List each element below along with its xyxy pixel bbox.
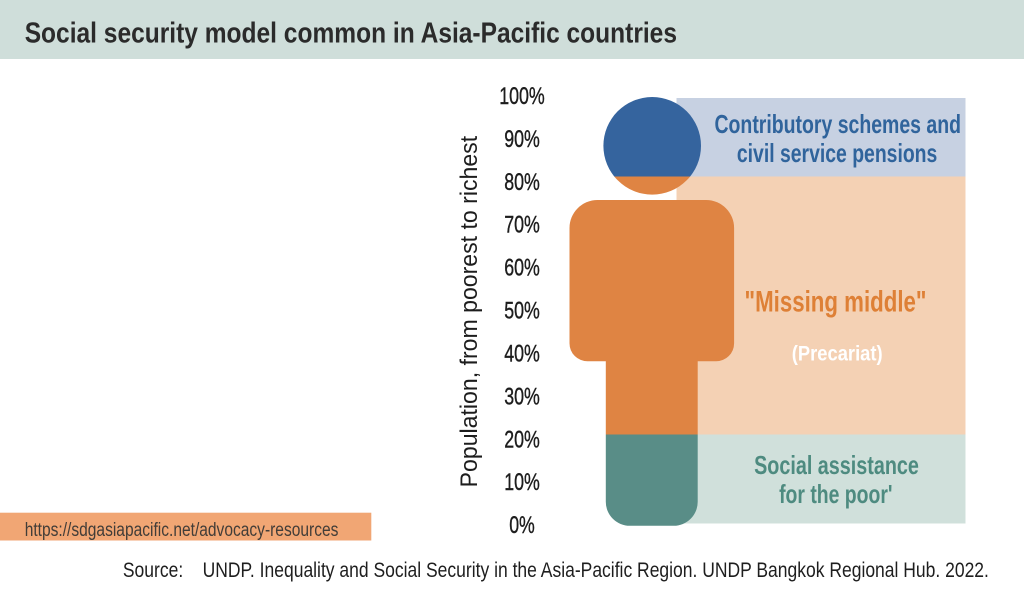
svg-text:"Missing middle": "Missing middle" <box>745 286 927 319</box>
svg-text:0%: 0% <box>509 512 535 539</box>
svg-text:60%: 60% <box>504 255 540 282</box>
svg-text:70%: 70% <box>504 212 540 239</box>
svg-text:(Precariat): (Precariat) <box>792 342 883 365</box>
svg-text:80%: 80% <box>504 169 540 196</box>
svg-text:Social security model common i: Social security model common in Asia-Pac… <box>25 18 677 50</box>
svg-text:Population, from poorest to ri: Population, from poorest to richest <box>456 136 483 488</box>
svg-text:30%: 30% <box>504 383 540 410</box>
svg-text:20%: 20% <box>504 426 540 453</box>
svg-text:https://sdgasiapacific.net/adv: https://sdgasiapacific.net/advocacy-reso… <box>25 520 339 541</box>
svg-text:Contributory schemes and: Contributory schemes and <box>715 109 962 139</box>
svg-text:40%: 40% <box>504 340 540 367</box>
svg-text:civil service pensions: civil service pensions <box>737 138 937 168</box>
svg-text:90%: 90% <box>504 126 540 153</box>
svg-text:Social assistance: Social assistance <box>754 450 919 480</box>
svg-text:10%: 10% <box>504 469 540 496</box>
svg-text:100%: 100% <box>499 83 545 110</box>
svg-text:Source:: Source: <box>123 559 183 582</box>
svg-text:for the poor': for the poor' <box>779 479 892 509</box>
svg-text:50%: 50% <box>504 298 540 325</box>
svg-text:UNDP. Inequality and Social Se: UNDP. Inequality and Social Security in … <box>203 559 989 582</box>
